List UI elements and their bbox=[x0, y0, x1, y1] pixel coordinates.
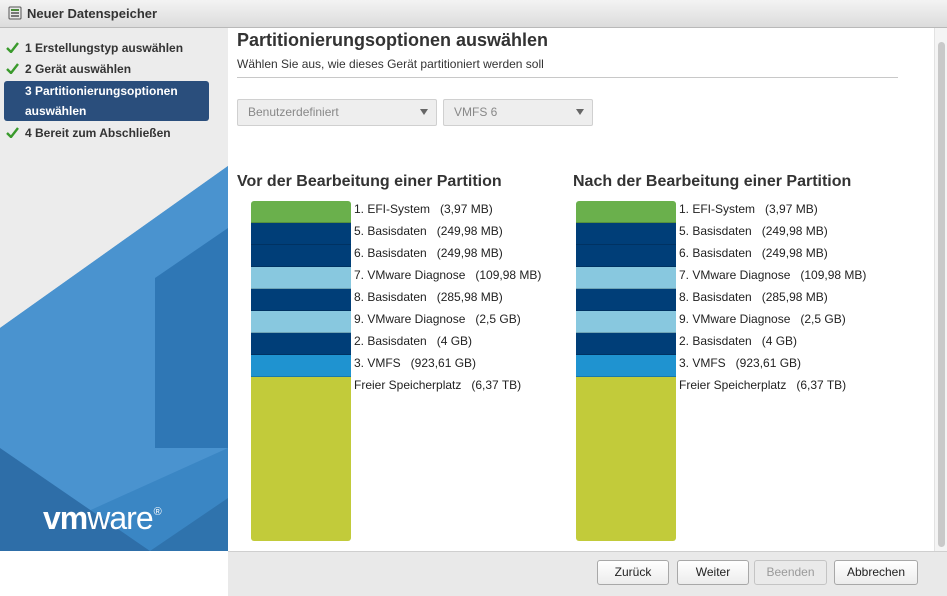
step-label: 1 Erstellungstyp auswählen bbox=[25, 41, 184, 55]
datastore-icon bbox=[8, 6, 22, 20]
window-titlebar: Neuer Datenspeicher bbox=[0, 0, 947, 28]
step-2[interactable]: 2 Gerät auswählen bbox=[4, 59, 209, 80]
wizard-footer: Zurück Weiter Beenden Abbrechen bbox=[228, 551, 947, 596]
finish-button[interactable]: Beenden bbox=[754, 560, 827, 585]
divider bbox=[237, 77, 898, 78]
partition-segment-basisdaten bbox=[576, 245, 676, 267]
scrollbar[interactable] bbox=[934, 28, 947, 551]
vmfs-version-dropdown[interactable]: VMFS 6 bbox=[443, 99, 593, 126]
partition-segment-basisdaten bbox=[251, 223, 351, 245]
window-title: Neuer Datenspeicher bbox=[27, 6, 158, 21]
partition-label: 1. EFI-System (3,97 MB) bbox=[354, 202, 493, 216]
partition-segment-diagnose bbox=[576, 267, 676, 289]
partition-segment-free bbox=[576, 377, 676, 541]
page-subtitle: Wählen Sie aus, wie dieses Gerät partiti… bbox=[237, 57, 544, 71]
partition-segment-basisdaten bbox=[576, 289, 676, 311]
vmware-logo: vmware® bbox=[43, 500, 162, 536]
partition-segment-efi bbox=[576, 201, 676, 223]
partition-label: 7. VMware Diagnose (109,98 MB) bbox=[679, 268, 867, 282]
partition-label: 8. Basisdaten (285,98 MB) bbox=[679, 290, 828, 304]
after-title: Nach der Bearbeitung einer Partition bbox=[573, 173, 852, 190]
step-label: 4 Bereit zum Abschließen bbox=[25, 126, 171, 140]
partition-label: Freier Speicherplatz (6,37 TB) bbox=[354, 378, 522, 392]
checkmark-icon bbox=[6, 127, 19, 138]
chevron-down-icon bbox=[420, 109, 428, 115]
partition-segment-basisdaten bbox=[576, 333, 676, 355]
partition-label: 8. Basisdaten (285,98 MB) bbox=[354, 290, 503, 304]
partition-label: 2. Basisdaten (4 GB) bbox=[679, 334, 798, 348]
partition-label: 3. VMFS (923,61 GB) bbox=[679, 356, 802, 370]
partition-segment-diagnose bbox=[576, 311, 676, 333]
partition-segment-diagnose bbox=[251, 311, 351, 333]
scrollbar-thumb[interactable] bbox=[938, 42, 945, 547]
partition-layout-dropdown[interactable]: Benutzerdefiniert bbox=[237, 99, 437, 126]
partition-segment-basisdaten bbox=[251, 245, 351, 267]
step-1[interactable]: 1 Erstellungstyp auswählen bbox=[4, 38, 209, 59]
partition-label: 7. VMware Diagnose (109,98 MB) bbox=[354, 268, 542, 282]
partition-segment-vmfs bbox=[576, 355, 676, 377]
dropdown-value: Benutzerdefiniert bbox=[248, 105, 339, 119]
partition-label: 3. VMFS (923,61 GB) bbox=[354, 356, 477, 370]
next-button[interactable]: Weiter bbox=[677, 560, 749, 585]
partition-label: 6. Basisdaten (249,98 MB) bbox=[679, 246, 828, 260]
partition-label: Freier Speicherplatz (6,37 TB) bbox=[679, 378, 847, 392]
step-4[interactable]: 4 Bereit zum Abschließen bbox=[4, 123, 209, 144]
partition-label: 5. Basisdaten (249,98 MB) bbox=[679, 224, 828, 238]
partition-label: 9. VMware Diagnose (2,5 GB) bbox=[679, 312, 846, 326]
partition-label: 6. Basisdaten (249,98 MB) bbox=[354, 246, 503, 260]
sidebar-background-graphic bbox=[0, 166, 228, 551]
partition-segment-basisdaten bbox=[251, 333, 351, 355]
back-button[interactable]: Zurück bbox=[597, 560, 669, 585]
partition-label: 2. Basisdaten (4 GB) bbox=[354, 334, 473, 348]
wizard-sidebar: 1 Erstellungstyp auswählen 2 Gerät auswä… bbox=[0, 28, 228, 551]
before-partition-bar bbox=[251, 201, 351, 541]
partition-label: 9. VMware Diagnose (2,5 GB) bbox=[354, 312, 521, 326]
partition-segment-basisdaten bbox=[576, 223, 676, 245]
chevron-down-icon bbox=[576, 109, 584, 115]
before-title: Vor der Bearbeitung einer Partition bbox=[237, 173, 502, 190]
dropdown-value: VMFS 6 bbox=[454, 105, 498, 119]
cancel-button[interactable]: Abbrechen bbox=[834, 560, 918, 585]
wizard-steps: 1 Erstellungstyp auswählen 2 Gerät auswä… bbox=[0, 38, 228, 144]
step-label: 3 Partitionierungsoptionen auswählen bbox=[25, 84, 178, 118]
partition-segment-basisdaten bbox=[251, 289, 351, 311]
step-3-active[interactable]: 3 Partitionierungsoptionen auswählen bbox=[4, 81, 209, 121]
after-partition-bar bbox=[576, 201, 676, 541]
partition-label: 5. Basisdaten (249,98 MB) bbox=[354, 224, 503, 238]
page-title: Partitionierungsoptionen auswählen bbox=[237, 30, 549, 50]
partition-segment-vmfs bbox=[251, 355, 351, 377]
checkmark-icon bbox=[6, 42, 19, 53]
partition-label: 1. EFI-System (3,97 MB) bbox=[679, 202, 818, 216]
checkmark-icon bbox=[6, 63, 19, 74]
step-label: 2 Gerät auswählen bbox=[25, 62, 132, 76]
partition-segment-free bbox=[251, 377, 351, 541]
partition-segment-diagnose bbox=[251, 267, 351, 289]
wizard-main: Partitionierungsoptionen auswählen Wähle… bbox=[228, 28, 934, 551]
partition-segment-efi bbox=[251, 201, 351, 223]
